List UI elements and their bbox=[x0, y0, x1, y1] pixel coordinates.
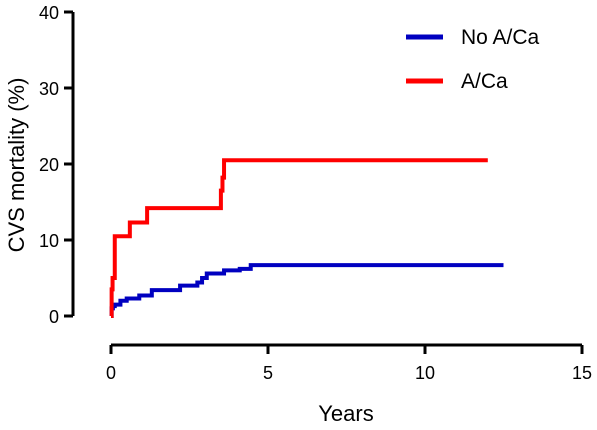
x-tick-label: 0 bbox=[106, 363, 116, 383]
legend: No A/Ca A/Ca bbox=[406, 26, 540, 93]
y-tick-label: 10 bbox=[39, 231, 59, 251]
series-line-0 bbox=[109, 263, 504, 318]
y-tick-label: 40 bbox=[39, 3, 59, 23]
legend-label-1: A/Ca bbox=[461, 70, 508, 93]
y-tick-label: 0 bbox=[49, 307, 59, 327]
y-tick-label: 30 bbox=[39, 79, 59, 99]
series-layer bbox=[109, 158, 504, 318]
x-axis-title: Years bbox=[318, 401, 373, 426]
legend-label-0: No A/Ca bbox=[461, 26, 540, 49]
series-line-1 bbox=[109, 158, 488, 318]
y-tick-label: 20 bbox=[39, 155, 59, 175]
axes: 0 10 20 30 40 0 5 10 15 bbox=[39, 3, 592, 383]
y-axis-title: CVS mortality (%) bbox=[4, 78, 29, 253]
x-tick-label: 15 bbox=[572, 363, 592, 383]
x-tick-label: 10 bbox=[415, 363, 435, 383]
x-tick-label: 5 bbox=[263, 363, 273, 383]
